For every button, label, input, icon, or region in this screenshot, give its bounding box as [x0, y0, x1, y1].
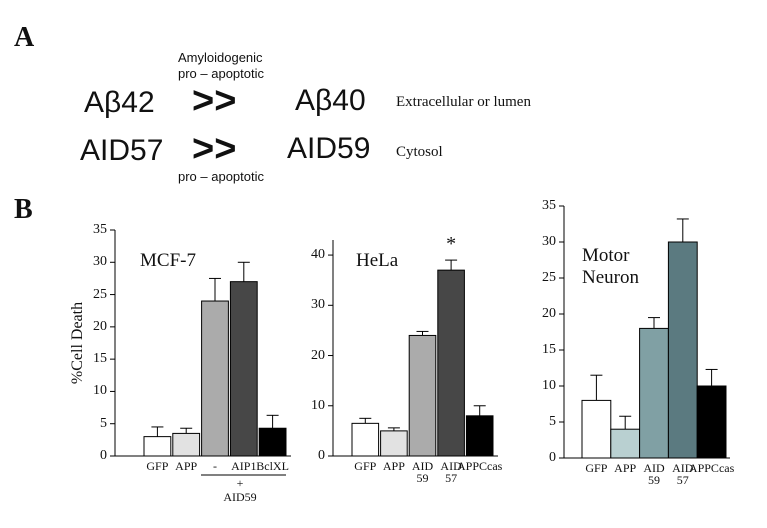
- relation: >>: [192, 128, 237, 170]
- y-tick-label: 15: [542, 342, 556, 357]
- bar: [667, 241, 698, 459]
- x-tick-label: GFP: [354, 459, 377, 473]
- bar: [380, 430, 408, 457]
- note: pro – apoptotic: [178, 66, 265, 81]
- x-tick-label: APP: [175, 459, 198, 473]
- x-tick-label: GFP: [585, 461, 608, 475]
- x-tick-label: AIP1: [231, 459, 257, 473]
- x-tick-label: AID 57: [440, 459, 462, 485]
- y-tick-label: 30: [93, 254, 107, 270]
- y-tick-label: 30: [542, 234, 556, 249]
- y-tick-label: 0: [100, 448, 107, 463]
- x-tick-label: APPCcas: [457, 459, 503, 473]
- y-tick-label: 35: [93, 222, 107, 237]
- bar: [143, 436, 172, 457]
- location: Cytosol: [396, 144, 443, 160]
- y-tick-label: 30: [311, 297, 325, 313]
- bar: [581, 399, 612, 459]
- bar: [408, 334, 437, 457]
- bar: [201, 300, 229, 457]
- x-tick-label: APP: [382, 459, 405, 473]
- y-tick-label: 25: [542, 270, 556, 285]
- term: Aβ40: [295, 84, 366, 117]
- chart-title: Motor Neuron: [582, 245, 639, 288]
- bar: [696, 385, 727, 459]
- bar: [229, 281, 258, 457]
- y-tick-label: 10: [93, 383, 107, 399]
- bar: [172, 432, 201, 457]
- x-tick-label: AID 59: [643, 461, 665, 487]
- y-tick-label: 35: [542, 198, 556, 213]
- y-tick-label: 0: [549, 450, 556, 465]
- annotation: *: [446, 233, 457, 256]
- y-tick-label: 5: [549, 414, 556, 429]
- y-tick-label: 0: [318, 448, 325, 463]
- x-tick-label: BclXL: [256, 459, 289, 473]
- note: Amyloidogenic: [178, 50, 263, 65]
- x-tick-label: APP: [614, 461, 637, 475]
- y-tick-label: 5: [100, 415, 107, 431]
- note: pro – apoptotic: [178, 169, 265, 184]
- x-tick-label: GFP: [146, 459, 169, 473]
- term: Aβ42: [84, 86, 155, 119]
- term: AID59: [287, 132, 371, 165]
- annotation: AID59: [223, 490, 257, 504]
- x-tick-label: AID 57: [672, 461, 694, 487]
- location: Extracellular or lumen: [396, 94, 531, 110]
- y-tick-label: 15: [93, 351, 107, 367]
- x-tick-label: -: [213, 459, 217, 473]
- bar: [639, 327, 669, 459]
- y-axis-label: %Cell Death: [69, 301, 86, 385]
- bar: [351, 422, 380, 457]
- y-tick-label: 20: [542, 306, 556, 321]
- relation: >>: [192, 80, 237, 122]
- bar: [610, 428, 641, 459]
- bar: [465, 415, 494, 457]
- y-tick-label: 20: [93, 318, 107, 334]
- y-tick-label: 25: [93, 286, 107, 302]
- x-tick-label: AID 59: [411, 459, 434, 485]
- chart-title: MCF-7: [140, 250, 196, 271]
- panel-label: B: [14, 194, 33, 225]
- y-tick-label: 10: [311, 397, 325, 413]
- panel-label: A: [14, 22, 35, 53]
- y-tick-label: 10: [542, 378, 556, 393]
- x-tick-label: APPCcas: [688, 461, 735, 475]
- term: AID57: [80, 134, 164, 167]
- chart-title: HeLa: [356, 250, 399, 271]
- y-tick-label: 20: [311, 347, 325, 363]
- bar: [437, 269, 465, 457]
- bar: [258, 427, 287, 457]
- y-tick-label: 40: [311, 247, 325, 263]
- annotation: +: [236, 476, 244, 490]
